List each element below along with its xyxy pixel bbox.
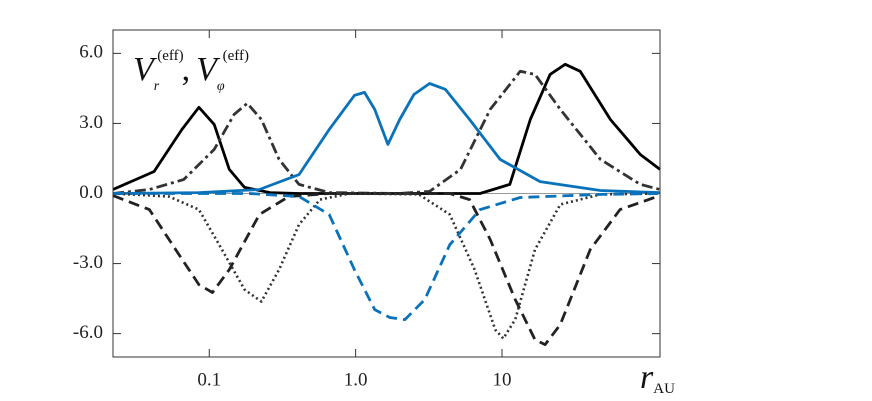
y-tick-label: 0.0	[79, 182, 103, 203]
y-label-part: ,	[182, 51, 191, 88]
plot-frame	[112, 29, 661, 358]
y-label-part: (eff)	[157, 48, 183, 64]
curve	[113, 192, 661, 321]
y-tick-label: -3.0	[73, 252, 103, 273]
curve	[112, 82, 661, 195]
y-label-part: φ	[217, 79, 225, 94]
y-label-part: r	[154, 79, 160, 94]
x-axis-label: rAU	[640, 359, 675, 397]
x-tick-label: 10	[493, 369, 512, 390]
y-tick-label: 3.0	[79, 112, 103, 133]
curve	[112, 192, 661, 340]
x-label-part: AU	[653, 381, 675, 397]
x-tick-label: 0.1	[197, 369, 221, 390]
curve	[112, 62, 661, 195]
x-label-part: r	[640, 359, 654, 396]
y-tick-label: -6.0	[73, 322, 103, 343]
x-tick-label: 1.0	[344, 369, 368, 390]
curve	[112, 192, 661, 346]
y-label-part: (eff)	[223, 48, 249, 64]
y-tick-label: 6.0	[79, 42, 103, 63]
y-axis-label: Vr(eff), Vφ(eff)	[133, 48, 249, 94]
curve	[112, 69, 661, 195]
